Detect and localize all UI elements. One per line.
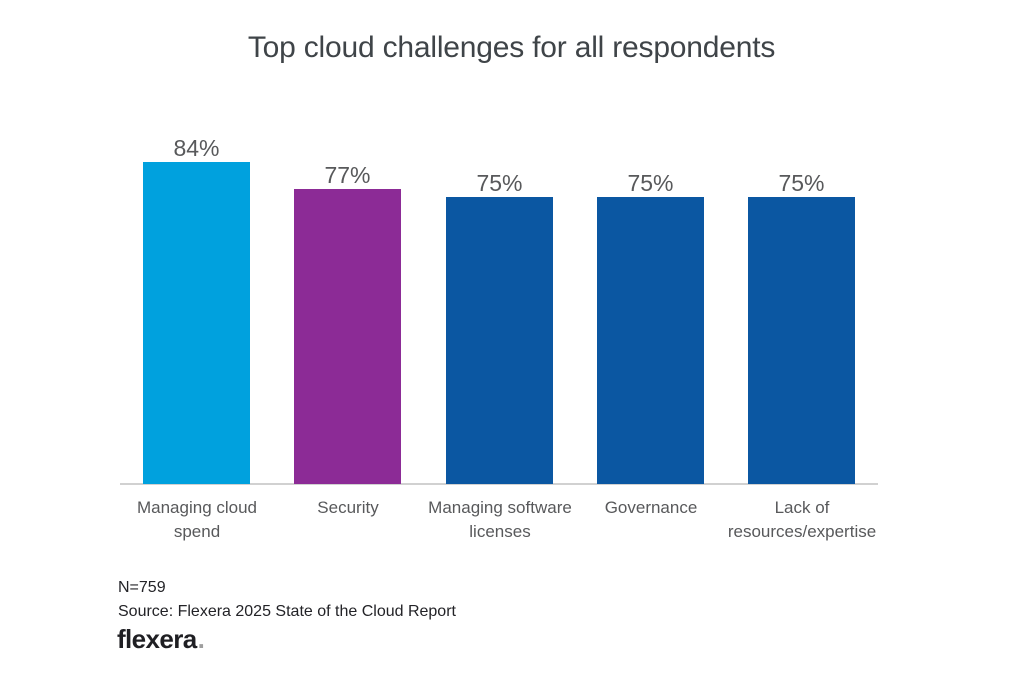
category-label: Managing software licenses (415, 496, 585, 544)
category-label-line: licenses (469, 522, 531, 541)
bar-lack-of-resources-expertise (748, 196, 855, 484)
bar-value-label: 84% (173, 135, 220, 161)
bar-governance (597, 196, 704, 484)
bar-value-label: 77% (324, 162, 371, 188)
bar-security (294, 188, 401, 484)
bar-value-label: 75% (778, 170, 825, 196)
flexera-logo: flexera. (117, 624, 205, 655)
bar-managing-cloud-spend (143, 162, 250, 484)
bar-managing-software-licenses (446, 196, 553, 484)
category-label-line: Lack of (774, 498, 830, 517)
category-label-line: Managing cloud (136, 498, 258, 517)
source-note: Source: Flexera 2025 State of the Cloud … (118, 603, 456, 620)
category-label: Lack of resources/expertise (717, 496, 887, 544)
bar-value-label: 75% (627, 170, 674, 196)
bar-value-label: 75% (476, 170, 523, 196)
flexera-logo-dot: . (197, 624, 205, 654)
category-label-line: Governance (604, 498, 698, 517)
category-label: Managing cloud spend (112, 496, 282, 544)
category-label: Governance (566, 496, 736, 520)
flexera-logo-text: flexera (117, 624, 197, 654)
category-label-line: Managing software (428, 498, 572, 517)
x-axis-line (120, 483, 878, 485)
category-label: Security (263, 496, 433, 520)
category-label-line: Security (317, 498, 379, 517)
sample-size-note: N=759 (118, 579, 166, 596)
category-label-line: spend (173, 522, 221, 541)
category-label-line: resources/expertise (727, 522, 877, 541)
chart-title: Top cloud challenges for all respondents (247, 31, 776, 64)
